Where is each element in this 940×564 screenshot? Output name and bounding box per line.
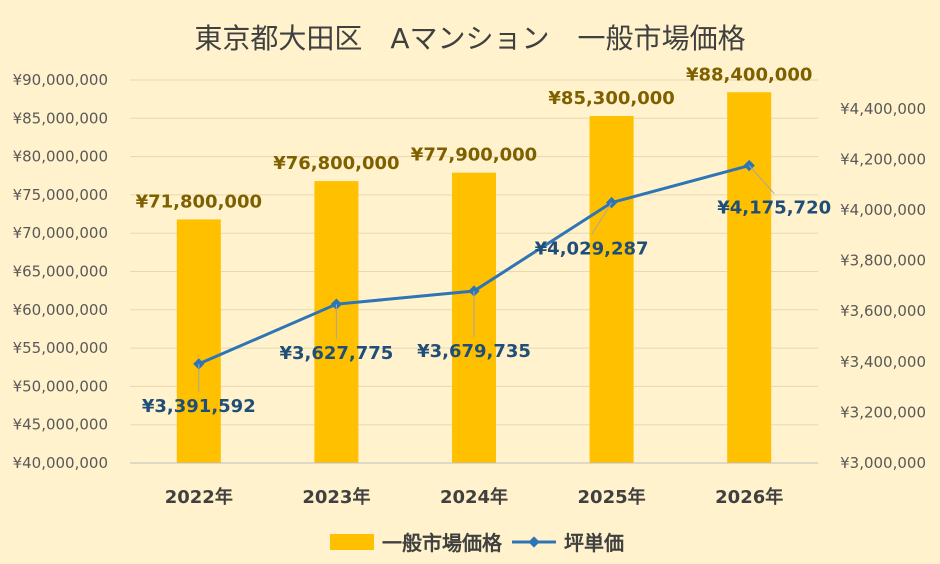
y-left-tick-label: ¥50,000,000 bbox=[13, 377, 108, 395]
legend: 一般市場価格 坪単価 bbox=[330, 531, 624, 555]
line-data-label: ¥4,175,720 bbox=[717, 198, 831, 219]
bar-data-label: ¥76,800,000 bbox=[273, 153, 399, 174]
x-tick-label: 2022年 bbox=[165, 486, 233, 508]
line-data-label: ¥4,029,287 bbox=[535, 239, 649, 260]
y-left-tick-label: ¥80,000,000 bbox=[13, 148, 108, 166]
x-tick-label: 2023年 bbox=[302, 486, 370, 508]
bar bbox=[589, 116, 634, 463]
y-right-tick-label: ¥4,200,000 bbox=[840, 150, 926, 168]
y-right-tick-label: ¥3,600,000 bbox=[840, 302, 926, 320]
y-right-tick-label: ¥3,400,000 bbox=[840, 353, 926, 371]
y-right-tick-label: ¥4,000,000 bbox=[840, 201, 926, 219]
y-left-tick-label: ¥70,000,000 bbox=[13, 224, 108, 242]
line-data-label: ¥3,391,592 bbox=[142, 396, 256, 417]
bar bbox=[727, 92, 772, 464]
y-left-tick-label: ¥65,000,000 bbox=[13, 263, 108, 281]
y-right-tick-label: ¥3,800,000 bbox=[840, 252, 926, 270]
x-tick-label: 2024年 bbox=[440, 486, 508, 508]
y-right-tick-label: ¥3,200,000 bbox=[840, 403, 926, 421]
leader-line bbox=[748, 165, 775, 194]
y-left-tick-label: ¥90,000,000 bbox=[13, 71, 108, 89]
y-left-tick-label: ¥55,000,000 bbox=[13, 339, 108, 357]
line-data-label: ¥3,627,775 bbox=[279, 343, 393, 364]
legend-swatch-bar bbox=[330, 534, 374, 550]
y-left-tick-label: ¥75,000,000 bbox=[13, 186, 108, 204]
y-left-tick-label: ¥40,000,000 bbox=[13, 454, 108, 472]
leader-line bbox=[591, 202, 613, 235]
bars bbox=[176, 92, 772, 464]
bar-data-label: ¥88,400,000 bbox=[686, 64, 812, 85]
data-labels: ¥71,800,000 ¥76,800,000 ¥77,900,000 ¥85,300… bbox=[136, 64, 832, 417]
legend-marker bbox=[528, 536, 540, 548]
y-left-tick-label: ¥60,000,000 bbox=[13, 301, 108, 319]
bar bbox=[176, 219, 221, 463]
chart-title: 東京都大田区 Aマンション 一般市場価格 bbox=[194, 22, 745, 55]
x-axis: 2022年 2023年 2024年 2025年 2026年 bbox=[130, 462, 818, 508]
y-right-tick-label: ¥3,000,000 bbox=[840, 454, 926, 472]
legend-label-bar: 一般市場価格 bbox=[382, 531, 503, 555]
y-axis-left: ¥40,000,000 ¥45,000,000 ¥50,000,000 ¥55,000… bbox=[13, 71, 108, 472]
x-tick-label: 2026年 bbox=[715, 486, 783, 508]
bar-data-label: ¥85,300,000 bbox=[548, 88, 674, 109]
x-tick-label: 2025年 bbox=[578, 486, 646, 508]
y-left-tick-label: ¥45,000,000 bbox=[13, 416, 108, 434]
bar-data-label: ¥71,800,000 bbox=[136, 191, 262, 212]
line-data-label: ¥3,679,735 bbox=[417, 341, 531, 362]
y-axis-right: ¥3,000,000 ¥3,200,000 ¥3,400,000 ¥3,600,000… bbox=[840, 100, 926, 472]
y-right-tick-label: ¥4,400,000 bbox=[840, 100, 926, 118]
bar-data-label: ¥77,900,000 bbox=[411, 145, 537, 166]
y-left-tick-label: ¥85,000,000 bbox=[13, 109, 108, 127]
legend-label-line: 坪単価 bbox=[564, 531, 624, 555]
